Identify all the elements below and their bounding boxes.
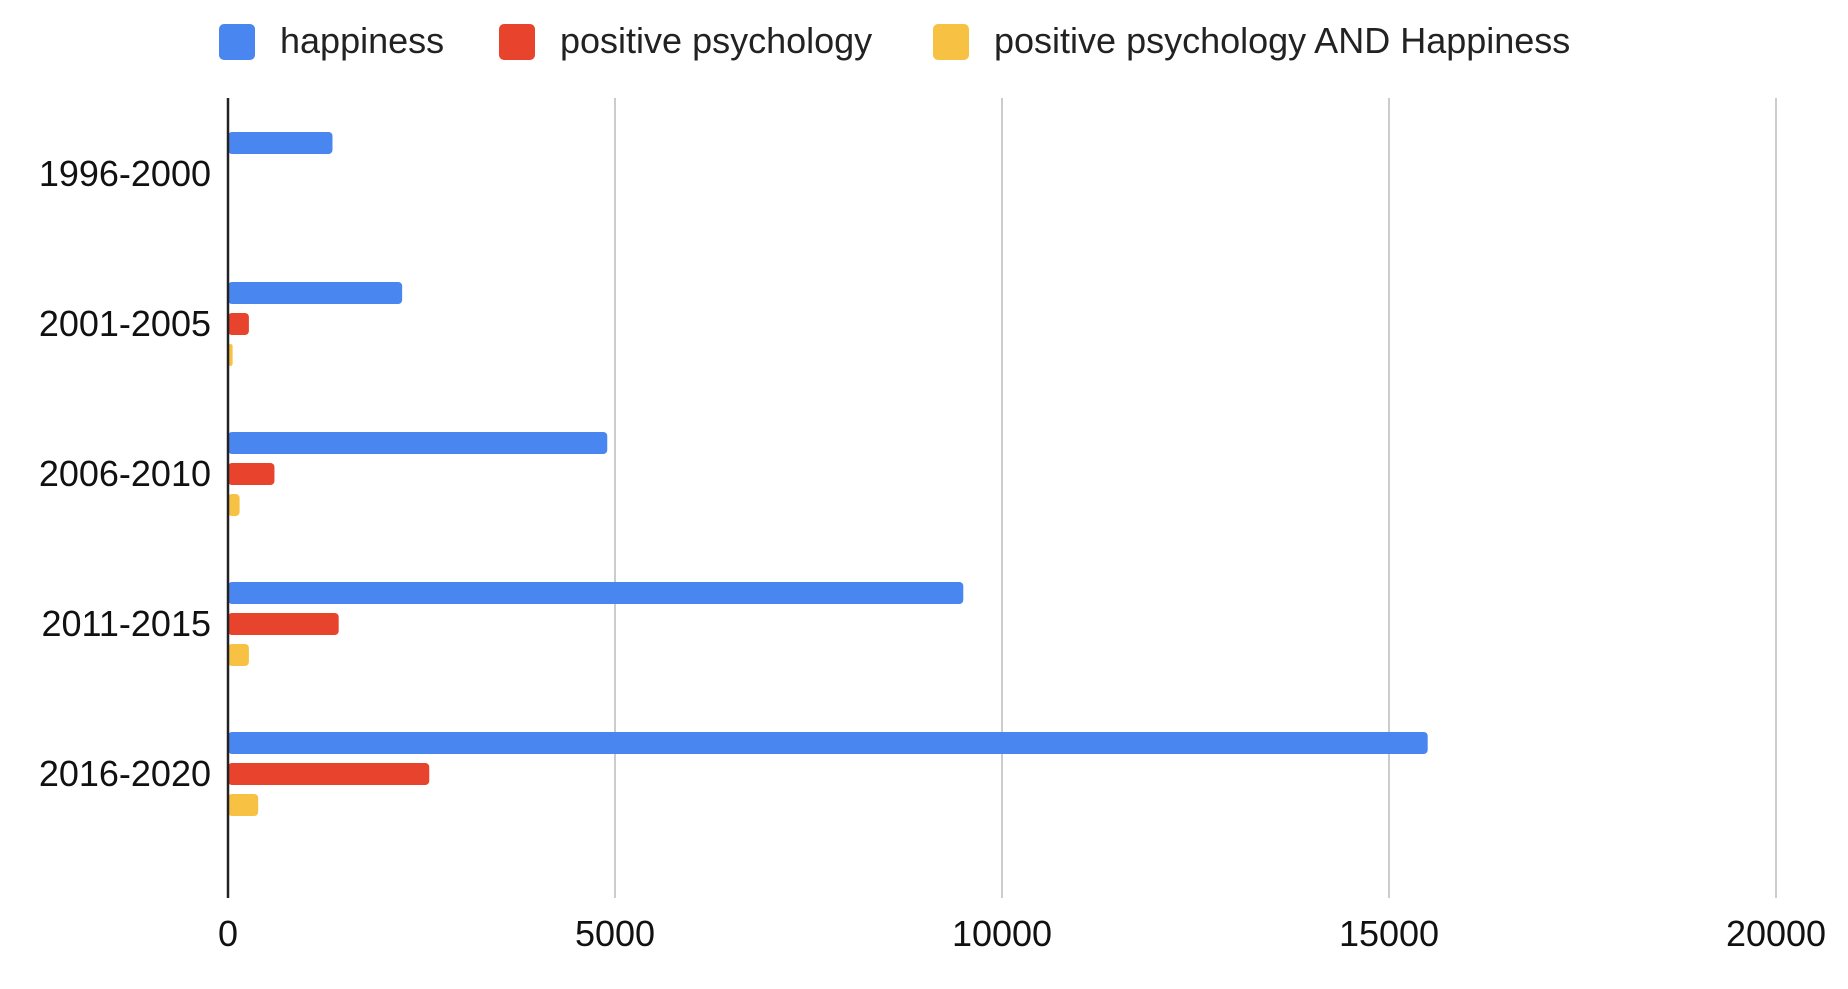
bar-positive-psychology-and-happiness-2016-2020	[228, 794, 259, 816]
y-tick-label: 2016-2020	[39, 753, 211, 794]
legend-label: positive psychology	[560, 20, 872, 61]
bar-positive-psychology-2006-2010	[228, 463, 275, 485]
legend: happiness positive psychology positive psy…	[219, 20, 1570, 61]
bar-positive-psychology-2011-2015	[228, 613, 339, 635]
bar-happiness-2001-2005	[228, 282, 403, 304]
bar-happiness-2016-2020	[228, 732, 1428, 754]
bar-positive-psychology-2001-2005	[228, 313, 249, 335]
y-tick-label: 2001-2005	[39, 303, 211, 344]
bar-happiness-2006-2010	[228, 432, 608, 454]
axes: 1996-2000 2001-2005 2006-2010 2011-2015 2016…	[39, 98, 1826, 954]
legend-label: positive psychology AND Happiness	[994, 20, 1570, 61]
legend-swatch-happiness	[219, 24, 255, 60]
y-tick-label: 2006-2010	[39, 453, 211, 494]
legend-swatch-positive-psychology	[499, 24, 535, 60]
bar-happiness-2011-2015	[228, 582, 964, 604]
bar-happiness-1996-2000	[228, 132, 333, 154]
legend-swatch-positive-psychology-and-happiness	[933, 24, 969, 60]
x-tick-label: 5000	[575, 913, 655, 954]
y-tick-label: 1996-2000	[39, 153, 211, 194]
x-tick-label: 0	[218, 913, 238, 954]
x-tick-label: 15000	[1339, 913, 1439, 954]
x-tick-label: 10000	[952, 913, 1052, 954]
legend-label: happiness	[280, 20, 444, 61]
bar-positive-psychology-and-happiness-2006-2010	[228, 494, 240, 516]
bars	[228, 132, 1428, 816]
bar-positive-psychology-2016-2020	[228, 763, 430, 785]
x-tick-label: 20000	[1726, 913, 1826, 954]
grid-lines	[614, 98, 1777, 898]
y-tick-label: 2011-2015	[42, 603, 212, 644]
bar-positive-psychology-and-happiness-2011-2015	[228, 644, 249, 666]
